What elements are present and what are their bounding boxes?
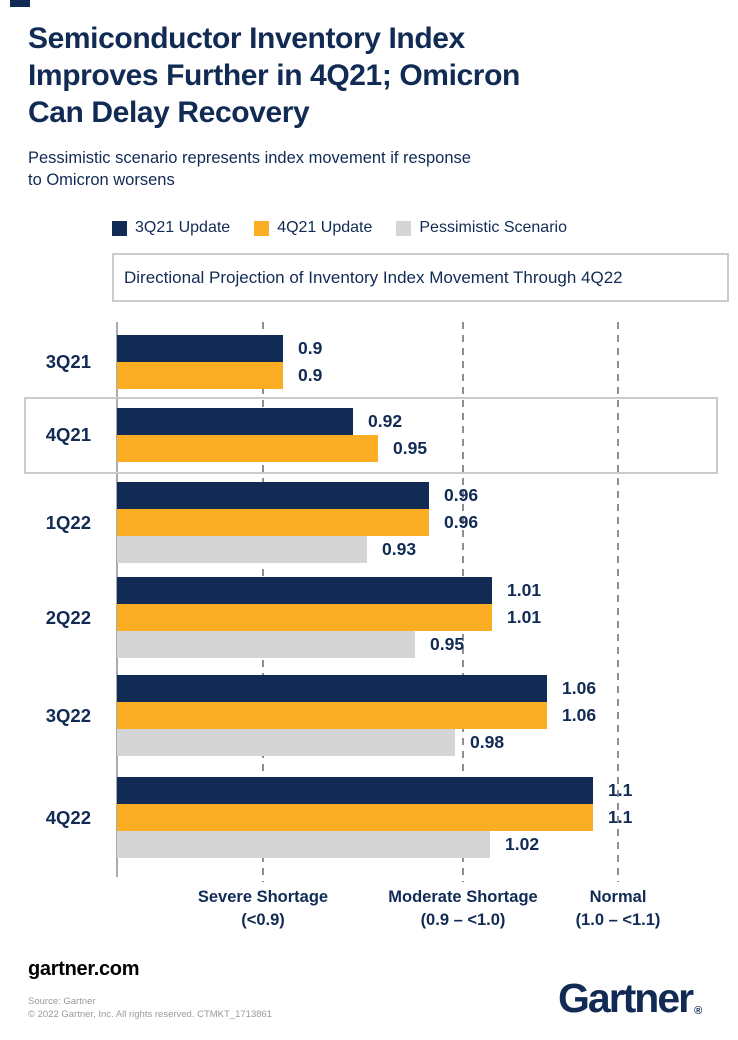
bar-4q22-4q21-update (117, 804, 593, 831)
legend-label: 3Q21 Update (135, 219, 231, 236)
legend-label: 4Q21 Update (277, 219, 373, 236)
bar-value-label: 0.96 (444, 512, 479, 532)
axis-zone-label-line-2: (1.0 – <1.1) (575, 911, 661, 929)
copyright-note: © 2022 Gartner, Inc. All rights reserved… (28, 1009, 273, 1020)
bar-4q22-pessimistic (117, 831, 490, 858)
bar-value-label: 0.93 (382, 539, 417, 559)
bar-3q21-4q21-update (117, 362, 283, 389)
axis-zone-label-line-2: (0.9 – <1.0) (420, 911, 506, 929)
bar-1q22-4q21-update (117, 509, 429, 536)
bar-value-label: 0.96 (444, 485, 479, 505)
gartner-logo: Gartner ® (558, 975, 703, 1031)
legend-item: Pessimistic Scenario (396, 219, 567, 237)
bar-3q22-3q21-update (117, 675, 547, 702)
bar-1q22-pessimistic (117, 536, 367, 563)
bar-3q22-pessimistic (117, 729, 455, 756)
bar-value-label: 1.01 (507, 607, 542, 627)
category-label: 3Q21 (45, 351, 91, 372)
axis-zone-label: Normal (1.0 – <1.1) (508, 886, 728, 932)
bar-value-label: 1.06 (562, 705, 597, 725)
axis-zone-label: Severe Shortage (<0.9) (153, 886, 373, 932)
bar-value-label: 0.98 (470, 732, 505, 752)
gartner-logo-text: Gartner (558, 975, 694, 1021)
category-label: 1Q22 (45, 511, 91, 533)
bar-value-label: 0.9 (298, 338, 323, 358)
bar-4q22-3q21-update (117, 777, 593, 804)
page-title: Semiconductor Inventory Index Improves F… (28, 20, 708, 131)
projection-callout-text: Directional Projection of Inventory Inde… (124, 267, 623, 287)
gridline (617, 322, 619, 882)
bar-value-label: 1.1 (608, 780, 633, 800)
y-axis-line (116, 322, 118, 877)
page-subtitle: Pessimistic scenario represents index mo… (28, 147, 668, 191)
legend-item: 3Q21 Update (112, 219, 230, 237)
legend-swatch-icon (396, 220, 412, 236)
projection-callout-box: Directional Projection of Inventory Inde… (112, 253, 729, 302)
gridline (462, 322, 464, 882)
legend-label: Pessimistic Scenario (419, 219, 567, 236)
source-note: Source: Gartner (28, 996, 96, 1007)
bar-value-label: 1.01 (507, 580, 542, 600)
bar-value-label: 0.95 (393, 438, 428, 458)
axis-zone-label: Moderate Shortage (0.9 – <1.0) (353, 886, 573, 932)
chart-legend: 3Q21 Update 4Q21 Update Pessimistic Scenar… (112, 219, 567, 237)
page-title-line-3: Can Delay Recovery (28, 96, 310, 129)
category-label: 4Q21 (45, 424, 91, 445)
axis-zone-label-line-1: Severe Shortage (197, 888, 329, 906)
bar-value-label: 0.92 (368, 411, 403, 431)
legend-swatch-icon (112, 220, 127, 236)
axis-zone-label-line-1: Normal (589, 888, 647, 906)
bar-1q22-3q21-update (117, 482, 429, 509)
bar-4q21-3q21-update (117, 408, 353, 435)
category-label: 2Q22 (45, 606, 91, 628)
bar-value-label: 1.06 (562, 678, 597, 698)
category-label: 3Q22 (45, 704, 91, 726)
bar-value-label: 0.95 (430, 634, 465, 654)
page-subtitle-line-1: Pessimistic scenario represents index mo… (28, 149, 471, 167)
gartner-url: gartner.com (28, 958, 140, 980)
bar-3q22-4q21-update (117, 702, 547, 729)
axis-zone-label-line-1: Moderate Shortage (388, 888, 538, 906)
registered-trademark-icon: ® (694, 1005, 703, 1017)
bar-value-label: 0.9 (298, 365, 323, 385)
bar-2q22-3q21-update (117, 577, 492, 604)
legend-item: 4Q21 Update (254, 219, 372, 237)
bar-3q21-3q21-update (117, 335, 283, 362)
page-title-line-1: Semiconductor Inventory Index (28, 22, 465, 55)
bar-2q22-pessimistic (117, 631, 415, 658)
highlight-box-4q21 (24, 397, 718, 474)
axis-zone-label-line-2: (<0.9) (241, 911, 285, 929)
page-subtitle-line-2: to Omicron worsens (28, 171, 175, 189)
bar-value-label: 1.1 (608, 807, 633, 827)
category-label: 4Q22 (45, 806, 91, 828)
bar-value-label: 1.02 (505, 834, 540, 854)
legend-swatch-icon (254, 220, 270, 236)
top-left-crop-mark (10, 0, 30, 7)
page-title-line-2: Improves Further in 4Q21; Omicron (28, 59, 520, 92)
bar-2q22-4q21-update (117, 604, 492, 631)
gridline (262, 322, 264, 882)
bar-4q21-4q21-update (117, 435, 378, 462)
